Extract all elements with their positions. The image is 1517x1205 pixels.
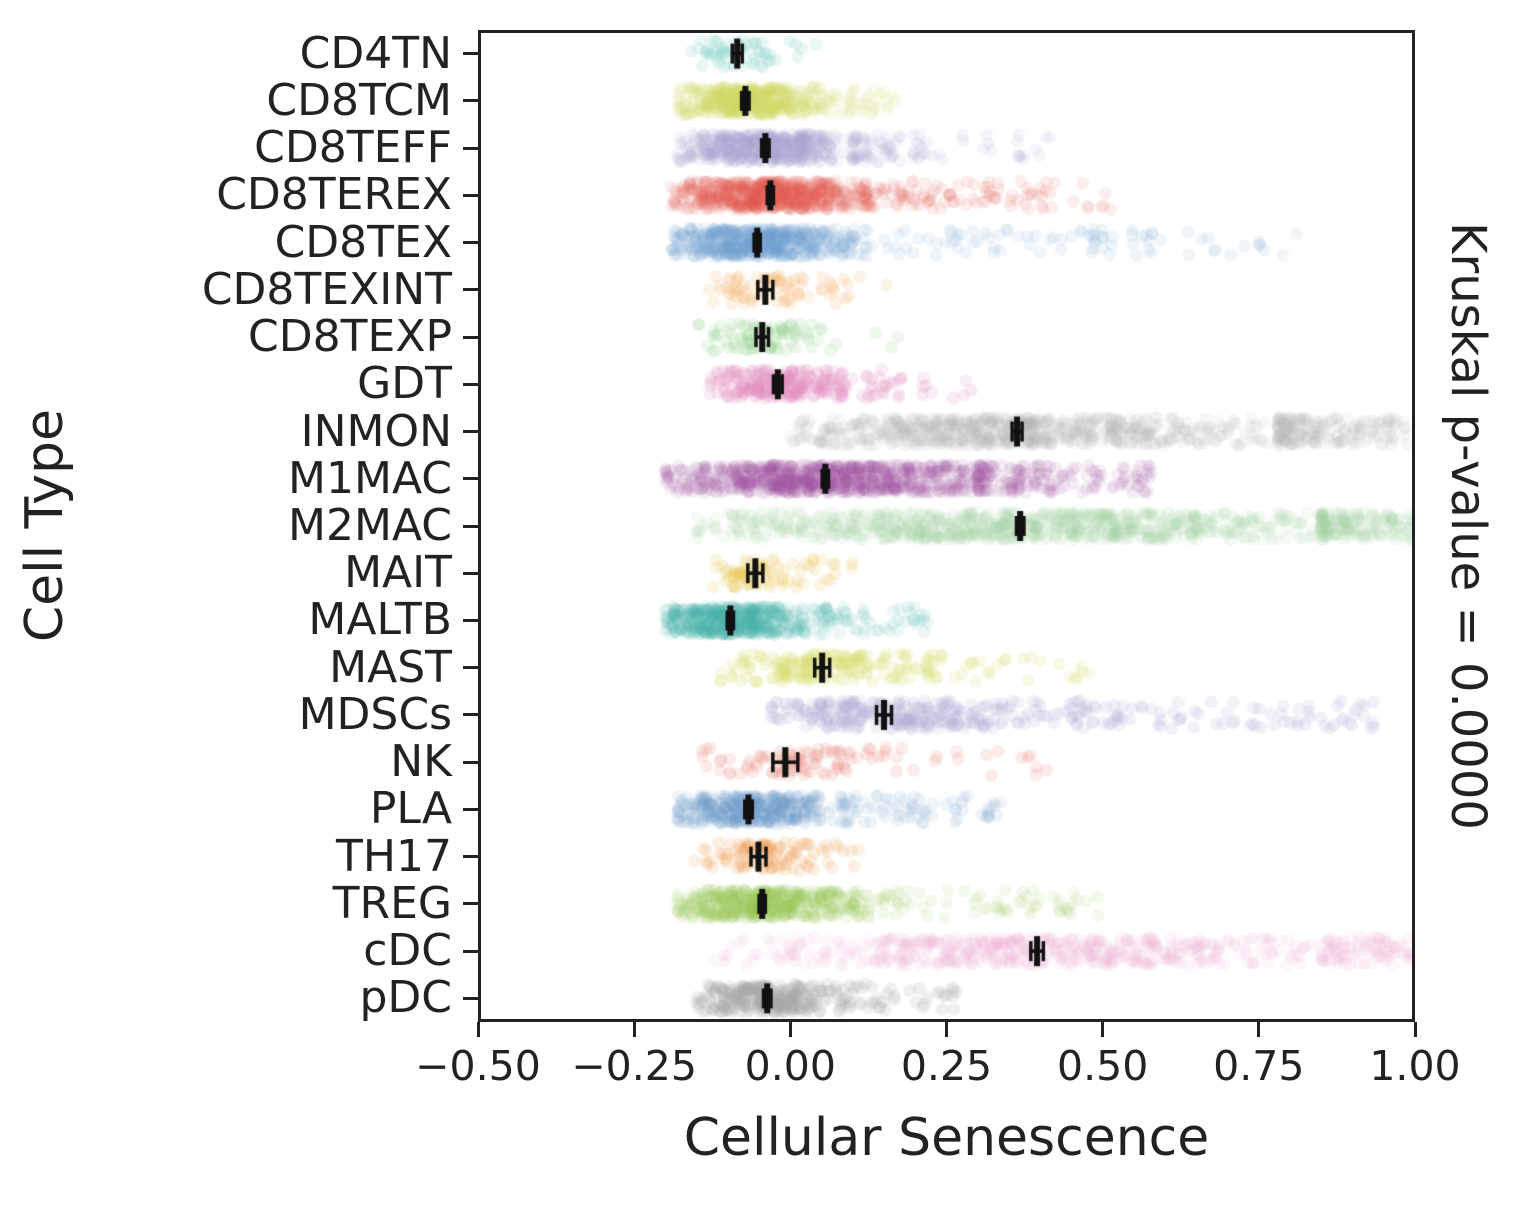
y-tick-label: MDSCs	[298, 688, 452, 740]
y-tick-mark	[463, 855, 478, 859]
y-tick-label: CD8TEFF	[254, 122, 452, 174]
y-tick-mark	[463, 146, 478, 150]
y-tick-label: CD4TN	[299, 27, 452, 79]
x-tick-label: 0.00	[744, 1042, 836, 1090]
x-tick-mark	[1257, 1022, 1261, 1037]
y-tick-mark	[463, 288, 478, 292]
y-tick-label: CD8TEXINT	[201, 263, 452, 315]
y-tick-label: CD8TEREX	[216, 169, 452, 221]
y-tick-mark	[463, 193, 478, 197]
x-tick-mark	[945, 1022, 948, 1037]
y-tick-label: CD8TEXP	[248, 311, 452, 363]
x-tick-label: −0.50	[415, 1042, 541, 1090]
y-tick-label: CD8TCM	[266, 74, 452, 126]
y-tick-label: TREG	[332, 877, 452, 929]
y-tick-label: MAIT	[344, 547, 452, 599]
y-tick-mark	[463, 430, 478, 434]
x-tick-mark	[1101, 1022, 1105, 1037]
y-tick-label: NK	[390, 736, 452, 788]
y-tick-mark	[463, 713, 478, 717]
plot-canvas	[478, 30, 1415, 1022]
x-tick-label: 0.50	[1057, 1042, 1149, 1090]
x-axis-title: Cellular Senescence	[683, 1108, 1210, 1168]
x-tick-label: 1.00	[1369, 1042, 1461, 1090]
y-tick-mark	[463, 949, 478, 953]
x-tick-mark	[788, 1022, 792, 1037]
y-tick-mark	[463, 902, 478, 906]
y-tick-label: PLA	[369, 783, 452, 835]
y-tick-label: CD8TEX	[274, 216, 452, 268]
kruskal-pvalue-label: Kruskal p-value = 0.0000	[1428, 30, 1508, 1022]
y-tick-label: GDT	[357, 358, 452, 410]
y-tick-label: pDC	[359, 972, 452, 1024]
y-axis-title: Cell Type	[6, 30, 84, 1022]
y-tick-mark	[463, 524, 478, 528]
x-tick-mark	[476, 1022, 480, 1037]
y-tick-label: cDC	[363, 925, 452, 977]
y-tick-mark	[463, 666, 478, 670]
y-tick-mark	[463, 571, 478, 575]
y-tick-mark	[463, 335, 478, 339]
y-tick-mark	[463, 618, 478, 622]
y-axis-title-text: Cell Type	[15, 409, 75, 643]
y-tick-mark	[463, 52, 478, 56]
x-tick-label: 0.25	[900, 1042, 993, 1090]
y-tick-mark	[463, 477, 478, 481]
kruskal-pvalue-text: Kruskal p-value = 0.0000	[1440, 222, 1496, 830]
x-tick-mark	[1413, 1022, 1417, 1037]
y-tick-label: MALTB	[308, 594, 452, 646]
y-tick-label: M1MAC	[288, 452, 452, 504]
x-tick-mark	[632, 1022, 636, 1037]
y-tick-label: TH17	[336, 830, 452, 882]
y-tick-label: INMON	[300, 405, 452, 457]
y-tick-mark	[463, 760, 478, 764]
y-tick-mark	[463, 996, 478, 1000]
y-tick-mark	[463, 99, 478, 103]
y-tick-label: MAST	[329, 641, 452, 693]
y-tick-label: M2MAC	[288, 500, 452, 551]
y-tick-mark	[463, 807, 478, 811]
y-tick-mark	[463, 241, 478, 245]
x-tick-label: 0.75	[1213, 1042, 1305, 1090]
x-tick-label: −0.25	[571, 1042, 697, 1090]
y-tick-mark	[463, 382, 478, 386]
